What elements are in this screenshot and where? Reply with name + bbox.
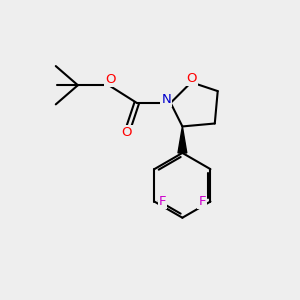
Text: O: O xyxy=(105,73,116,86)
Text: F: F xyxy=(159,195,166,208)
Polygon shape xyxy=(178,126,187,153)
Text: O: O xyxy=(186,72,196,85)
Text: N: N xyxy=(161,93,171,106)
Text: O: O xyxy=(121,126,132,139)
Text: F: F xyxy=(198,195,206,208)
